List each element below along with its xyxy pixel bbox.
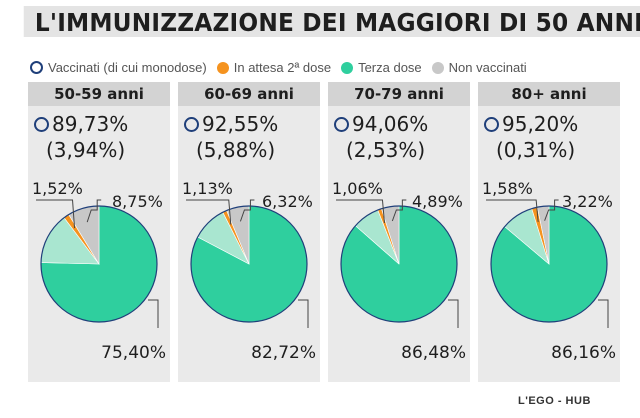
monodose-value: (2,53%): [346, 138, 426, 162]
leader-line-non-vaccinati: [239, 199, 255, 222]
leader-line-non-vaccinati: [391, 199, 407, 222]
chart-title: L'IMMUNIZZAZIONE DEI MAGGIORI DI 50 ANNI: [23, 6, 640, 37]
label-in-attesa: 1,58%: [482, 179, 533, 198]
panel-title: 80+ anni: [478, 82, 620, 106]
leader-line-terza-dose: [448, 299, 459, 328]
vaccinati-text: 92,55%: [202, 112, 279, 136]
legend-label: Terza dose: [358, 60, 422, 75]
legend-label: Vaccinati (di cui monodose): [48, 60, 207, 75]
label-non-vaccinati: 8,75%: [112, 192, 163, 211]
panel-title: 50-59 anni: [28, 82, 170, 106]
ring-icon: [34, 116, 49, 132]
leader-line-terza-dose: [598, 299, 609, 328]
legend-item-in-attesa: In attesa 2ª dose: [216, 60, 332, 75]
vaccinati-value: 89,73%: [34, 112, 128, 136]
vaccinati-outline: [340, 205, 458, 323]
legend-label: In attesa 2ª dose: [233, 60, 332, 75]
panel-title: 60-69 anni: [178, 82, 320, 106]
vaccinati-value: 95,20%: [484, 112, 578, 136]
pie-chart: 1,06% 4,89% 86,48%: [332, 179, 466, 363]
legend: Vaccinati (di cui monodose) In attesa 2ª…: [30, 60, 620, 75]
label-non-vaccinati: 6,32%: [262, 192, 313, 211]
vaccinati-text: 89,73%: [52, 112, 129, 136]
pie-chart: 1,52% 8,75% 75,40%: [32, 179, 166, 363]
leader-line-in-attesa: [486, 199, 539, 222]
dot-icon: [341, 61, 354, 74]
label-in-attesa: 1,06%: [332, 179, 383, 198]
vaccinati-outline: [490, 205, 608, 323]
panel-80-plus: 80+ anni 95,20% (0,31%) 1,58% 3,22% 86,16%: [478, 82, 620, 382]
dot-icon: [216, 61, 229, 74]
leader-line-terza-dose: [298, 299, 309, 328]
legend-label: Non vaccinati: [448, 60, 527, 75]
pie-chart: 1,58% 3,22% 86,16%: [482, 179, 616, 363]
legend-item-terza-dose: Terza dose: [341, 60, 422, 75]
vaccinati-text: 94,06%: [352, 112, 429, 136]
title-wrap: L'IMMUNIZZAZIONE DEI MAGGIORI DI 50 ANNI: [0, 6, 640, 37]
label-terza-dose: 86,48%: [401, 343, 466, 363]
leader-line-non-vaccinati: [544, 199, 559, 221]
label-terza-dose: 82,72%: [251, 343, 316, 363]
monodose-value: (3,94%): [46, 138, 126, 162]
panel-70-79: 70-79 anni 94,06% (2,53%) 1,06% 4,89% 86,4…: [328, 82, 470, 382]
label-non-vaccinati: 3,22%: [562, 192, 613, 211]
ring-icon: [334, 116, 349, 132]
panel-60-69: 60-69 anni 92,55% (5,88%) 1,13% 6,32% 82,7…: [178, 82, 320, 382]
panel-title: 70-79 anni: [328, 82, 470, 106]
legend-item-vaccinati: Vaccinati (di cui monodose): [30, 60, 207, 75]
label-in-attesa: 1,52%: [32, 179, 83, 198]
leader-line-in-attesa: [36, 199, 76, 229]
monodose-value: (5,88%): [196, 138, 276, 162]
label-terza-dose: 86,16%: [551, 343, 616, 363]
panel-50-59: 50-59 anni 89,73% (3,94%) 1,52% 8,75% 75,4…: [28, 82, 170, 382]
monodose-value: (0,31%): [496, 138, 576, 162]
vaccinati-text: 95,20%: [502, 112, 579, 136]
vaccinati-value: 94,06%: [334, 112, 428, 136]
leader-line-terza-dose: [148, 299, 159, 328]
vaccinati-outline: [190, 205, 308, 323]
leader-line-in-attesa: [336, 199, 385, 224]
ring-icon: [30, 61, 43, 74]
pie-chart: 1,13% 6,32% 82,72%: [182, 179, 316, 363]
vaccinati-outline: [40, 205, 158, 323]
credit: L'EGO - HUB: [518, 395, 591, 407]
ring-icon: [184, 116, 199, 132]
panels: 50-59 anni 89,73% (3,94%) 1,52% 8,75% 75,4…: [28, 82, 620, 388]
ring-icon: [484, 116, 499, 132]
vaccinati-value: 92,55%: [184, 112, 278, 136]
legend-item-non-vaccinati: Non vaccinati: [431, 60, 527, 75]
label-in-attesa: 1,13%: [182, 179, 233, 198]
label-terza-dose: 75,40%: [101, 343, 166, 363]
leader-line-non-vaccinati: [86, 199, 102, 223]
label-non-vaccinati: 4,89%: [412, 192, 463, 211]
dot-icon: [431, 61, 444, 74]
leader-line-in-attesa: [186, 199, 232, 225]
